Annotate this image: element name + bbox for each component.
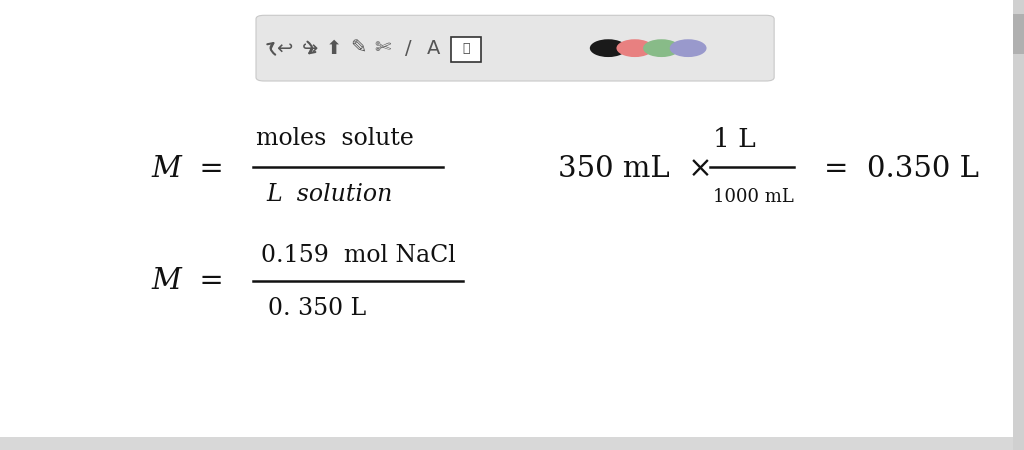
Text: 0. 350 L: 0. 350 L bbox=[268, 297, 367, 320]
Bar bbox=[1013, 14, 1024, 54]
Text: /: / bbox=[406, 39, 412, 58]
Bar bbox=[0, 437, 1013, 450]
Text: ✎: ✎ bbox=[350, 39, 367, 58]
Text: A: A bbox=[426, 39, 440, 58]
Text: M  =: M = bbox=[152, 267, 224, 295]
Text: 0.159  mol NaCl: 0.159 mol NaCl bbox=[261, 243, 456, 267]
Text: ⛰: ⛰ bbox=[462, 42, 470, 54]
Text: 1 L: 1 L bbox=[713, 127, 756, 152]
Text: ⬆: ⬆ bbox=[326, 39, 342, 58]
FancyBboxPatch shape bbox=[256, 15, 774, 81]
Text: 350 mL  ×: 350 mL × bbox=[558, 155, 713, 183]
Bar bbox=[1013, 0, 1024, 450]
Text: ✄: ✄ bbox=[375, 39, 391, 58]
Text: =  0.350 L: = 0.350 L bbox=[824, 155, 979, 183]
Text: L  solution: L solution bbox=[266, 183, 392, 206]
Text: ↪: ↪ bbox=[302, 39, 318, 58]
Ellipse shape bbox=[643, 39, 680, 57]
Ellipse shape bbox=[616, 39, 653, 57]
Text: M  =: M = bbox=[152, 155, 224, 183]
Text: 1000 mL: 1000 mL bbox=[713, 188, 794, 206]
Ellipse shape bbox=[590, 39, 627, 57]
Ellipse shape bbox=[670, 39, 707, 57]
Bar bbox=[451, 37, 481, 62]
Text: ↩: ↩ bbox=[276, 39, 293, 58]
Text: moles  solute: moles solute bbox=[256, 127, 414, 150]
